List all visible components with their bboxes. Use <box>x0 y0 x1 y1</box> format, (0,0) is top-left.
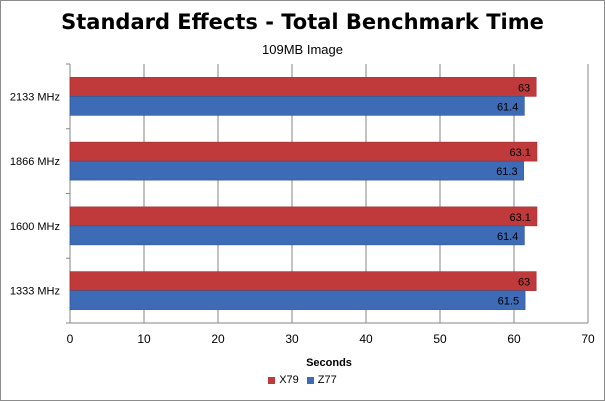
data-label-x79: 63 <box>518 82 530 94</box>
x-tick-label: 0 <box>67 332 74 346</box>
y-category-label: 1333 MHz <box>10 286 60 298</box>
x-tick-label: 30 <box>285 332 299 346</box>
chart-subtitle: 109MB Image <box>262 42 343 57</box>
y-category-label: 1600 MHz <box>10 221 60 233</box>
bar-z77 <box>69 225 525 246</box>
x-tick-label: 70 <box>581 332 595 346</box>
data-label-z77: 61.3 <box>496 166 517 178</box>
legend-swatch-z77 <box>306 376 314 384</box>
data-label-z77: 61.4 <box>497 101 518 113</box>
bar-z77 <box>69 290 526 310</box>
bar-z77 <box>69 96 525 116</box>
legend-item-z77: Z77 <box>306 374 337 386</box>
bar-x79 <box>69 206 538 227</box>
legend-label-x79: X79 <box>279 374 299 386</box>
x-tick-label: 60 <box>507 332 521 346</box>
x-axis-title: Seconds <box>306 357 352 369</box>
x-tick-label: 10 <box>137 332 151 346</box>
data-label-z77: 61.5 <box>498 296 519 308</box>
legend-label-z77: Z77 <box>317 374 337 386</box>
x-tick-label: 40 <box>359 332 373 346</box>
x-tick-label: 50 <box>433 332 447 346</box>
legend-swatch-x79 <box>268 376 276 384</box>
data-label-z77: 61.4 <box>497 231 518 243</box>
data-label-x79: 63 <box>518 277 530 289</box>
bar-x79 <box>69 141 538 162</box>
y-category-label: 1866 MHz <box>10 156 60 168</box>
legend-item-x79: X79 <box>268 374 299 386</box>
chart-title: Standard Effects - Total Benchmark Time <box>61 10 544 34</box>
chart-legend: X79 Z77 <box>0 374 605 386</box>
x-tick-label: 20 <box>211 332 225 346</box>
data-label-x79: 63.1 <box>510 212 531 224</box>
y-category-label: 2133 MHz <box>10 91 60 103</box>
bar-x79 <box>69 77 537 97</box>
bar-x79 <box>69 271 537 291</box>
data-label-x79: 63.1 <box>510 147 531 159</box>
bar-z77 <box>69 160 524 181</box>
